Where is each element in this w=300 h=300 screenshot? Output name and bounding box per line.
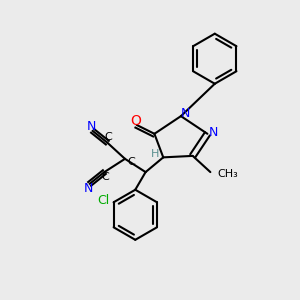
Text: C: C [104,132,112,142]
Text: N: N [83,182,93,195]
Text: N: N [86,120,96,133]
Text: C: C [101,172,109,182]
Text: CH₃: CH₃ [218,169,238,178]
Text: Cl: Cl [97,194,110,207]
Text: N: N [181,107,190,120]
Text: H: H [151,149,159,159]
Text: N: N [208,126,218,139]
Text: O: O [130,114,141,128]
Text: C: C [128,158,135,167]
